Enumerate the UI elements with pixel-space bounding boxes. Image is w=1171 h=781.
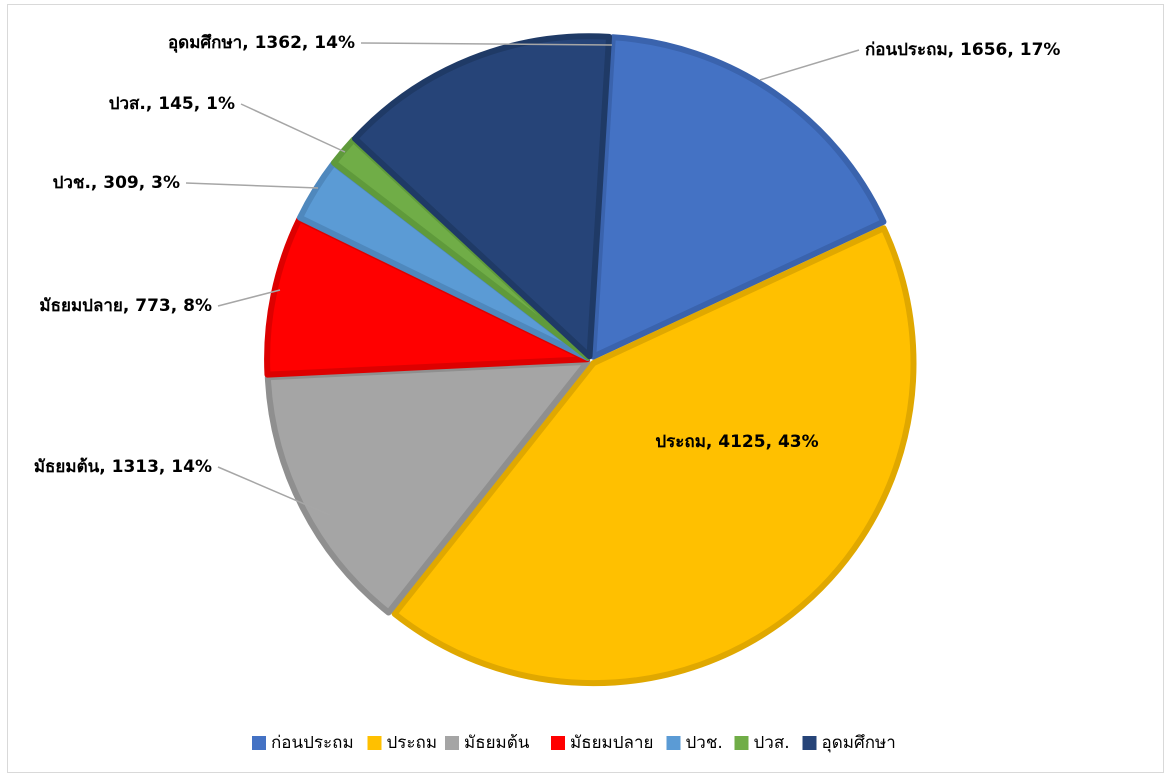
legend-swatch xyxy=(734,736,749,750)
legend-label: ปวส. xyxy=(754,733,790,753)
data-label: ประถม, 4125, 43% xyxy=(655,432,818,452)
legend-label: อุดมศึกษา xyxy=(822,733,896,753)
legend-swatch xyxy=(445,736,459,750)
pie-slice xyxy=(264,358,591,616)
legend-swatch xyxy=(551,736,565,750)
legend-swatch xyxy=(367,736,382,750)
pie-slice xyxy=(264,215,591,378)
pie-slice xyxy=(351,33,613,360)
legend-swatch xyxy=(252,736,266,750)
legend-swatch xyxy=(802,736,817,750)
leader-line xyxy=(217,289,281,307)
leader-line xyxy=(759,49,860,81)
data-label: มัธยมต้น, 1313, 14% xyxy=(34,457,212,477)
pie-slice xyxy=(590,34,887,360)
pie-slice xyxy=(391,225,917,687)
legend-label: ประถม xyxy=(387,733,438,753)
leader-line xyxy=(360,42,613,46)
legend-label: ก่อนประถม xyxy=(271,733,354,753)
data-label: อุดมศึกษา, 1362, 14% xyxy=(168,33,355,53)
legend-label: ปวช. xyxy=(686,733,723,753)
data-label: มัธยมปลาย, 773, 8% xyxy=(39,296,212,316)
data-label: ปวส., 145, 1% xyxy=(109,94,235,114)
legend-label: มัธยมต้น xyxy=(464,733,530,753)
legend-swatch xyxy=(666,736,681,750)
legend-label: มัธยมปลาย xyxy=(570,733,653,753)
leader-line xyxy=(185,182,319,189)
data-label: ก่อนประถม, 1656, 17% xyxy=(865,40,1060,60)
leader-line xyxy=(240,103,346,153)
data-label: ปวช., 309, 3% xyxy=(53,173,180,193)
leader-line xyxy=(217,466,331,516)
